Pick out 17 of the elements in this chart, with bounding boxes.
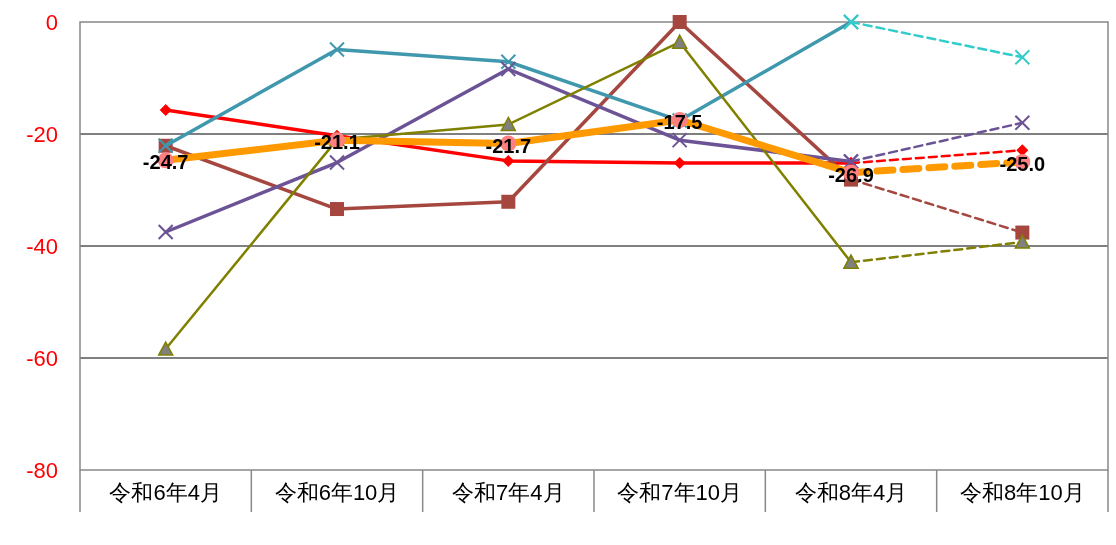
y-tick-label: 0	[45, 9, 58, 35]
data-label: -21.7	[485, 134, 532, 157]
y-tick-label: -60	[26, 345, 58, 371]
data-label: -21.1	[314, 131, 360, 154]
x-tick-label: 令和7年4月	[452, 480, 565, 505]
x-tick-label: 令和7年10月	[617, 480, 743, 505]
x-tick-label: 令和8年4月	[794, 480, 908, 505]
data-label: -17.5	[656, 111, 703, 133]
data-label: -24.7	[142, 151, 189, 174]
x-tick-label: 令和6年4月	[109, 480, 222, 505]
x-tick-label: 令和8年10月	[959, 480, 1085, 505]
x-tick-label: 令和6年10月	[274, 480, 400, 505]
y-tick-label: -20	[26, 121, 58, 147]
data-label: -25.0	[999, 153, 1046, 175]
data-label: -26.9	[828, 163, 874, 186]
y-tick-label: -40	[26, 233, 58, 259]
y-tick-label: -80	[26, 457, 58, 483]
